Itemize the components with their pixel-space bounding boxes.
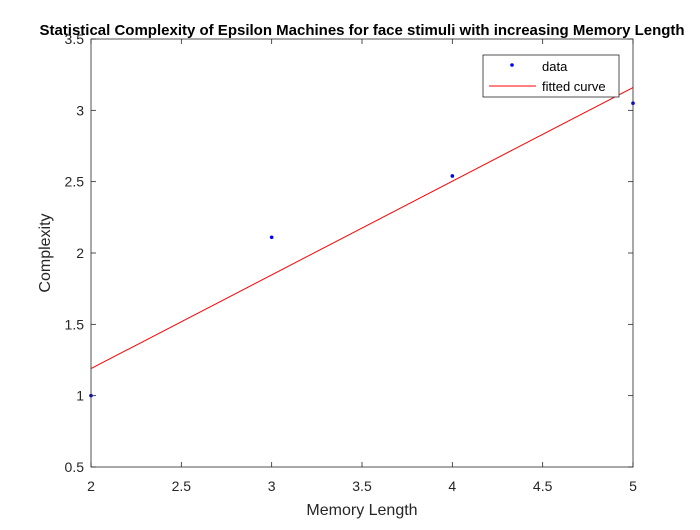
y-tick-label: 3 [76, 102, 84, 118]
chart-title: Statistical Complexity of Epsilon Machin… [39, 22, 684, 39]
x-tick-label: 2 [87, 478, 95, 494]
y-tick-label: 2.5 [65, 174, 85, 190]
x-ticks: 2 2.5 3 3.5 4 4.5 5 [87, 39, 637, 494]
series-line-fitted-curve [90, 87, 634, 370]
x-tick-label: 5 [629, 478, 637, 494]
legend-marker-data [510, 63, 514, 67]
x-tick-label: 3.5 [352, 478, 372, 494]
x-axis-label: Memory Length [306, 502, 417, 519]
data-point [269, 235, 274, 240]
y-ticks: 0.5 1 1.5 2 2.5 3 3.5 [65, 31, 633, 475]
x-tick-label: 3 [268, 478, 276, 494]
y-tick-label: 2 [76, 245, 84, 261]
y-tick-label: 0.5 [65, 459, 85, 475]
legend-label-fitted-curve: fitted curve [542, 79, 606, 94]
plot-area [91, 39, 633, 467]
legend: data fitted curve [482, 54, 620, 98]
x-tick-label: 4.5 [533, 478, 553, 494]
legend-box [482, 54, 620, 98]
legend-label-data: data [542, 59, 568, 74]
y-axis-label: Complexity [37, 213, 54, 292]
y-tick-label: 1 [76, 388, 84, 404]
y-tick-label: 1.5 [65, 316, 85, 332]
x-tick-label: 4 [448, 478, 456, 494]
x-tick-label: 2.5 [172, 478, 192, 494]
data-point [450, 174, 455, 178]
y-tick-label: 3.5 [65, 31, 85, 47]
